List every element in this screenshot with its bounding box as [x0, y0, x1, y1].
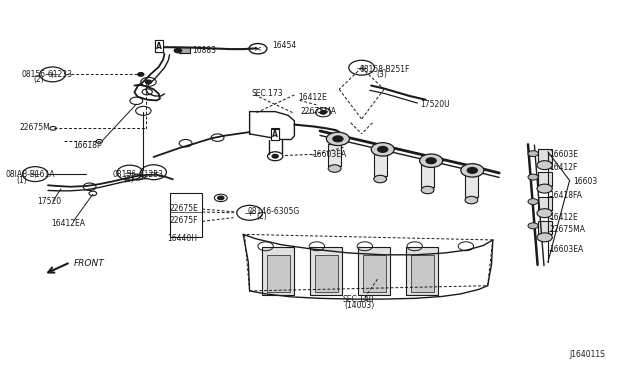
Text: J164011S: J164011S: [570, 350, 605, 359]
Text: (3): (3): [376, 70, 387, 79]
Text: 16412EA: 16412EA: [51, 219, 85, 228]
Circle shape: [537, 209, 552, 218]
Circle shape: [333, 136, 343, 142]
Text: 08156-61233: 08156-61233: [22, 70, 73, 79]
Text: 16412F: 16412F: [549, 163, 577, 171]
Circle shape: [378, 147, 388, 153]
Text: (1): (1): [16, 176, 27, 185]
Text: 16418FA: 16418FA: [549, 191, 582, 200]
Text: 08IAB-B161A: 08IAB-B161A: [5, 170, 54, 179]
Text: SEC.173: SEC.173: [252, 89, 283, 98]
Text: 16603EA: 16603EA: [312, 150, 347, 158]
Text: 16603E: 16603E: [549, 150, 578, 159]
Circle shape: [421, 186, 434, 194]
Bar: [170, 193, 202, 237]
Text: A: A: [156, 42, 162, 51]
Circle shape: [174, 48, 182, 53]
Text: A: A: [156, 42, 162, 51]
Circle shape: [145, 80, 152, 84]
Bar: [374, 154, 387, 176]
Text: 16412E: 16412E: [298, 93, 327, 102]
Circle shape: [420, 154, 443, 167]
Circle shape: [371, 143, 394, 156]
Text: 08158-B251F: 08158-B251F: [360, 65, 410, 74]
Text: 16618P: 16618P: [73, 141, 102, 150]
Text: 16603EA: 16603EA: [549, 245, 584, 254]
Circle shape: [218, 196, 224, 200]
Circle shape: [537, 233, 552, 242]
Text: 08156-61233: 08156-61233: [113, 170, 164, 179]
Text: (2): (2): [33, 75, 44, 84]
Bar: [406, 247, 438, 295]
Bar: [267, 255, 290, 292]
Text: FRONT: FRONT: [74, 259, 104, 268]
Circle shape: [138, 73, 144, 76]
Text: 22675F: 22675F: [170, 216, 198, 225]
Text: 16883: 16883: [192, 46, 216, 55]
Bar: [538, 149, 552, 162]
Bar: [358, 247, 390, 295]
Bar: [363, 255, 386, 292]
Bar: [328, 144, 341, 166]
Circle shape: [328, 165, 341, 172]
Circle shape: [467, 167, 477, 173]
Text: (14003): (14003): [344, 301, 374, 310]
Text: 17520U: 17520U: [420, 100, 449, 109]
Circle shape: [326, 132, 349, 145]
Text: 17520: 17520: [37, 197, 61, 206]
Bar: [421, 165, 434, 187]
Circle shape: [537, 161, 552, 170]
Circle shape: [528, 174, 538, 180]
Text: SEC.140: SEC.140: [342, 295, 374, 304]
Bar: [262, 247, 294, 295]
Circle shape: [461, 164, 484, 177]
Text: 16603: 16603: [573, 177, 597, 186]
Bar: [411, 255, 434, 292]
Text: 16440H: 16440H: [168, 234, 198, 243]
Circle shape: [528, 199, 538, 205]
Bar: [465, 175, 478, 198]
Text: 22675E: 22675E: [170, 204, 198, 213]
Bar: [310, 247, 342, 295]
Text: 22675MA: 22675MA: [549, 225, 585, 234]
Bar: [179, 47, 190, 53]
Circle shape: [320, 110, 326, 114]
Bar: [538, 197, 552, 210]
Text: 16412E: 16412E: [549, 213, 578, 222]
Bar: [538, 221, 552, 234]
Text: 16454: 16454: [272, 41, 296, 50]
Text: 08146-6305G: 08146-6305G: [247, 207, 300, 216]
Circle shape: [528, 223, 538, 229]
Text: A: A: [272, 129, 278, 138]
Circle shape: [465, 196, 478, 204]
Text: A: A: [272, 130, 278, 139]
Circle shape: [272, 154, 278, 158]
Circle shape: [528, 151, 538, 157]
Bar: [538, 172, 552, 186]
Circle shape: [426, 158, 436, 164]
Circle shape: [537, 184, 552, 193]
Text: 22675M: 22675M: [19, 123, 50, 132]
Circle shape: [374, 175, 387, 183]
Text: 22675MA: 22675MA: [301, 107, 337, 116]
Text: (2): (2): [256, 212, 267, 221]
Text: (2): (2): [124, 175, 134, 184]
Bar: [315, 255, 338, 292]
